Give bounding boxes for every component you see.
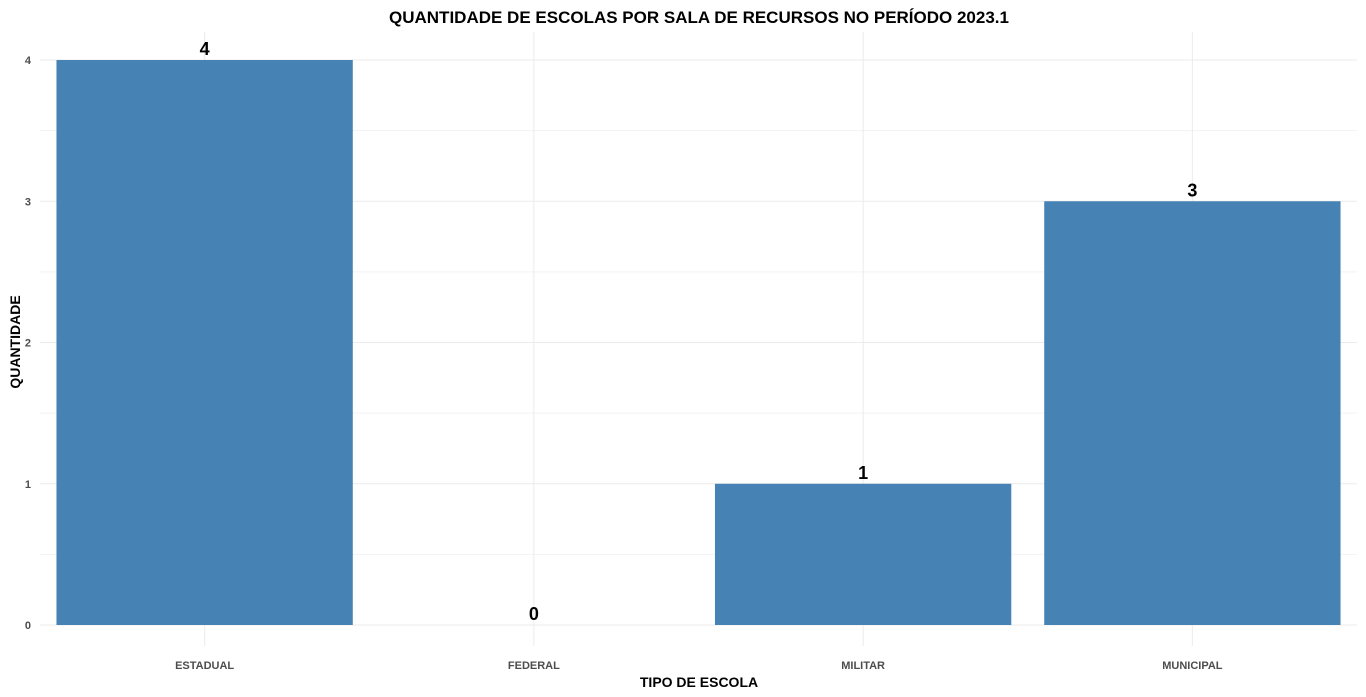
x-axis-ticks: ESTADUAL FEDERAL MILITAR MUNICIPAL [175,660,1223,672]
data-label-militar: 1 [858,463,868,483]
y-tick-label: 2 [25,338,31,350]
x-tick-label-federal: FEDERAL [508,660,560,672]
y-tick-label: 0 [25,620,31,632]
x-tick-label-estadual: ESTADUAL [175,660,234,672]
bar-militar [714,483,1012,625]
x-axis-title: TIPO DE ESCOLA [640,674,758,690]
x-tick-label-militar: MILITAR [841,660,885,672]
y-tick-label: 1 [25,479,31,491]
chart-title: QUANTIDADE DE ESCOLAS POR SALA DE RECURS… [389,8,1009,27]
y-tick-label: 3 [25,196,31,208]
bars [56,60,1341,625]
y-axis-ticks: 0 1 2 3 4 [25,55,32,632]
data-labels: 4 0 1 3 [200,39,1198,624]
y-axis-title: QUANTIDADE [7,295,23,388]
bar-estadual [56,60,353,625]
y-tick-label: 4 [25,55,32,67]
bar-municipal [1044,201,1341,625]
data-label-federal: 0 [529,604,539,624]
x-tick-label-municipal: MUNICIPAL [1162,660,1223,672]
data-label-municipal: 3 [1187,180,1197,200]
data-label-estadual: 4 [200,39,210,59]
